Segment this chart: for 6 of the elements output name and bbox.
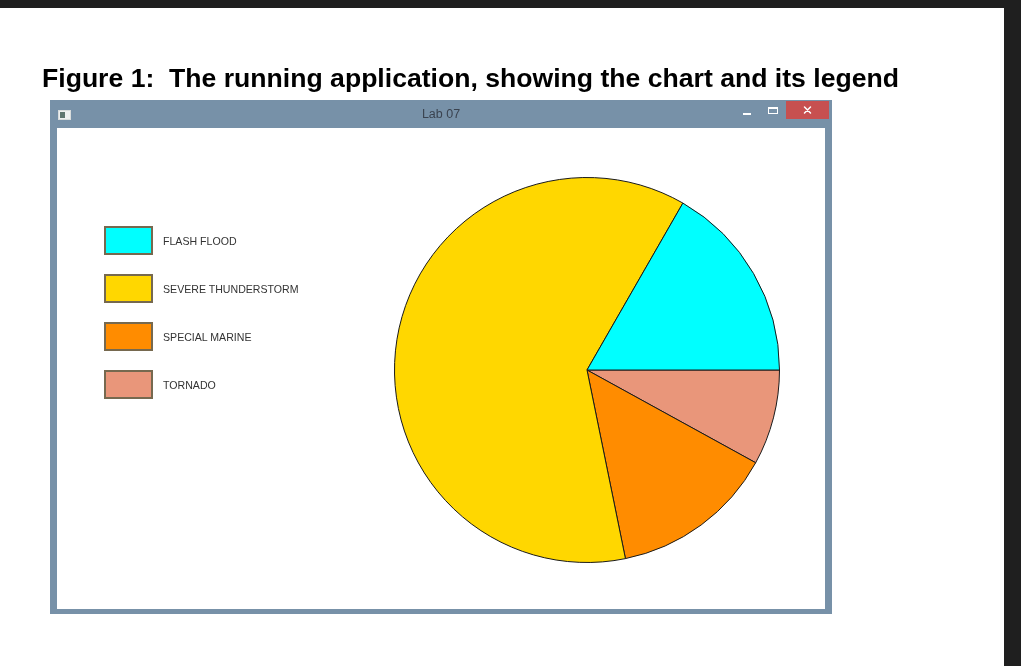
legend-label: SEVERE THUNDERSTORM bbox=[163, 282, 299, 295]
caption: Figure 1: The running application, showing the chart and its legend bbox=[42, 63, 899, 93]
legend-label: FLASH FLOOD bbox=[163, 234, 237, 247]
legend-label: SPECIAL MARINE bbox=[163, 330, 252, 343]
chart-title: Lab 07 bbox=[420, 106, 462, 122]
legend-label: TORNADO bbox=[163, 378, 216, 391]
